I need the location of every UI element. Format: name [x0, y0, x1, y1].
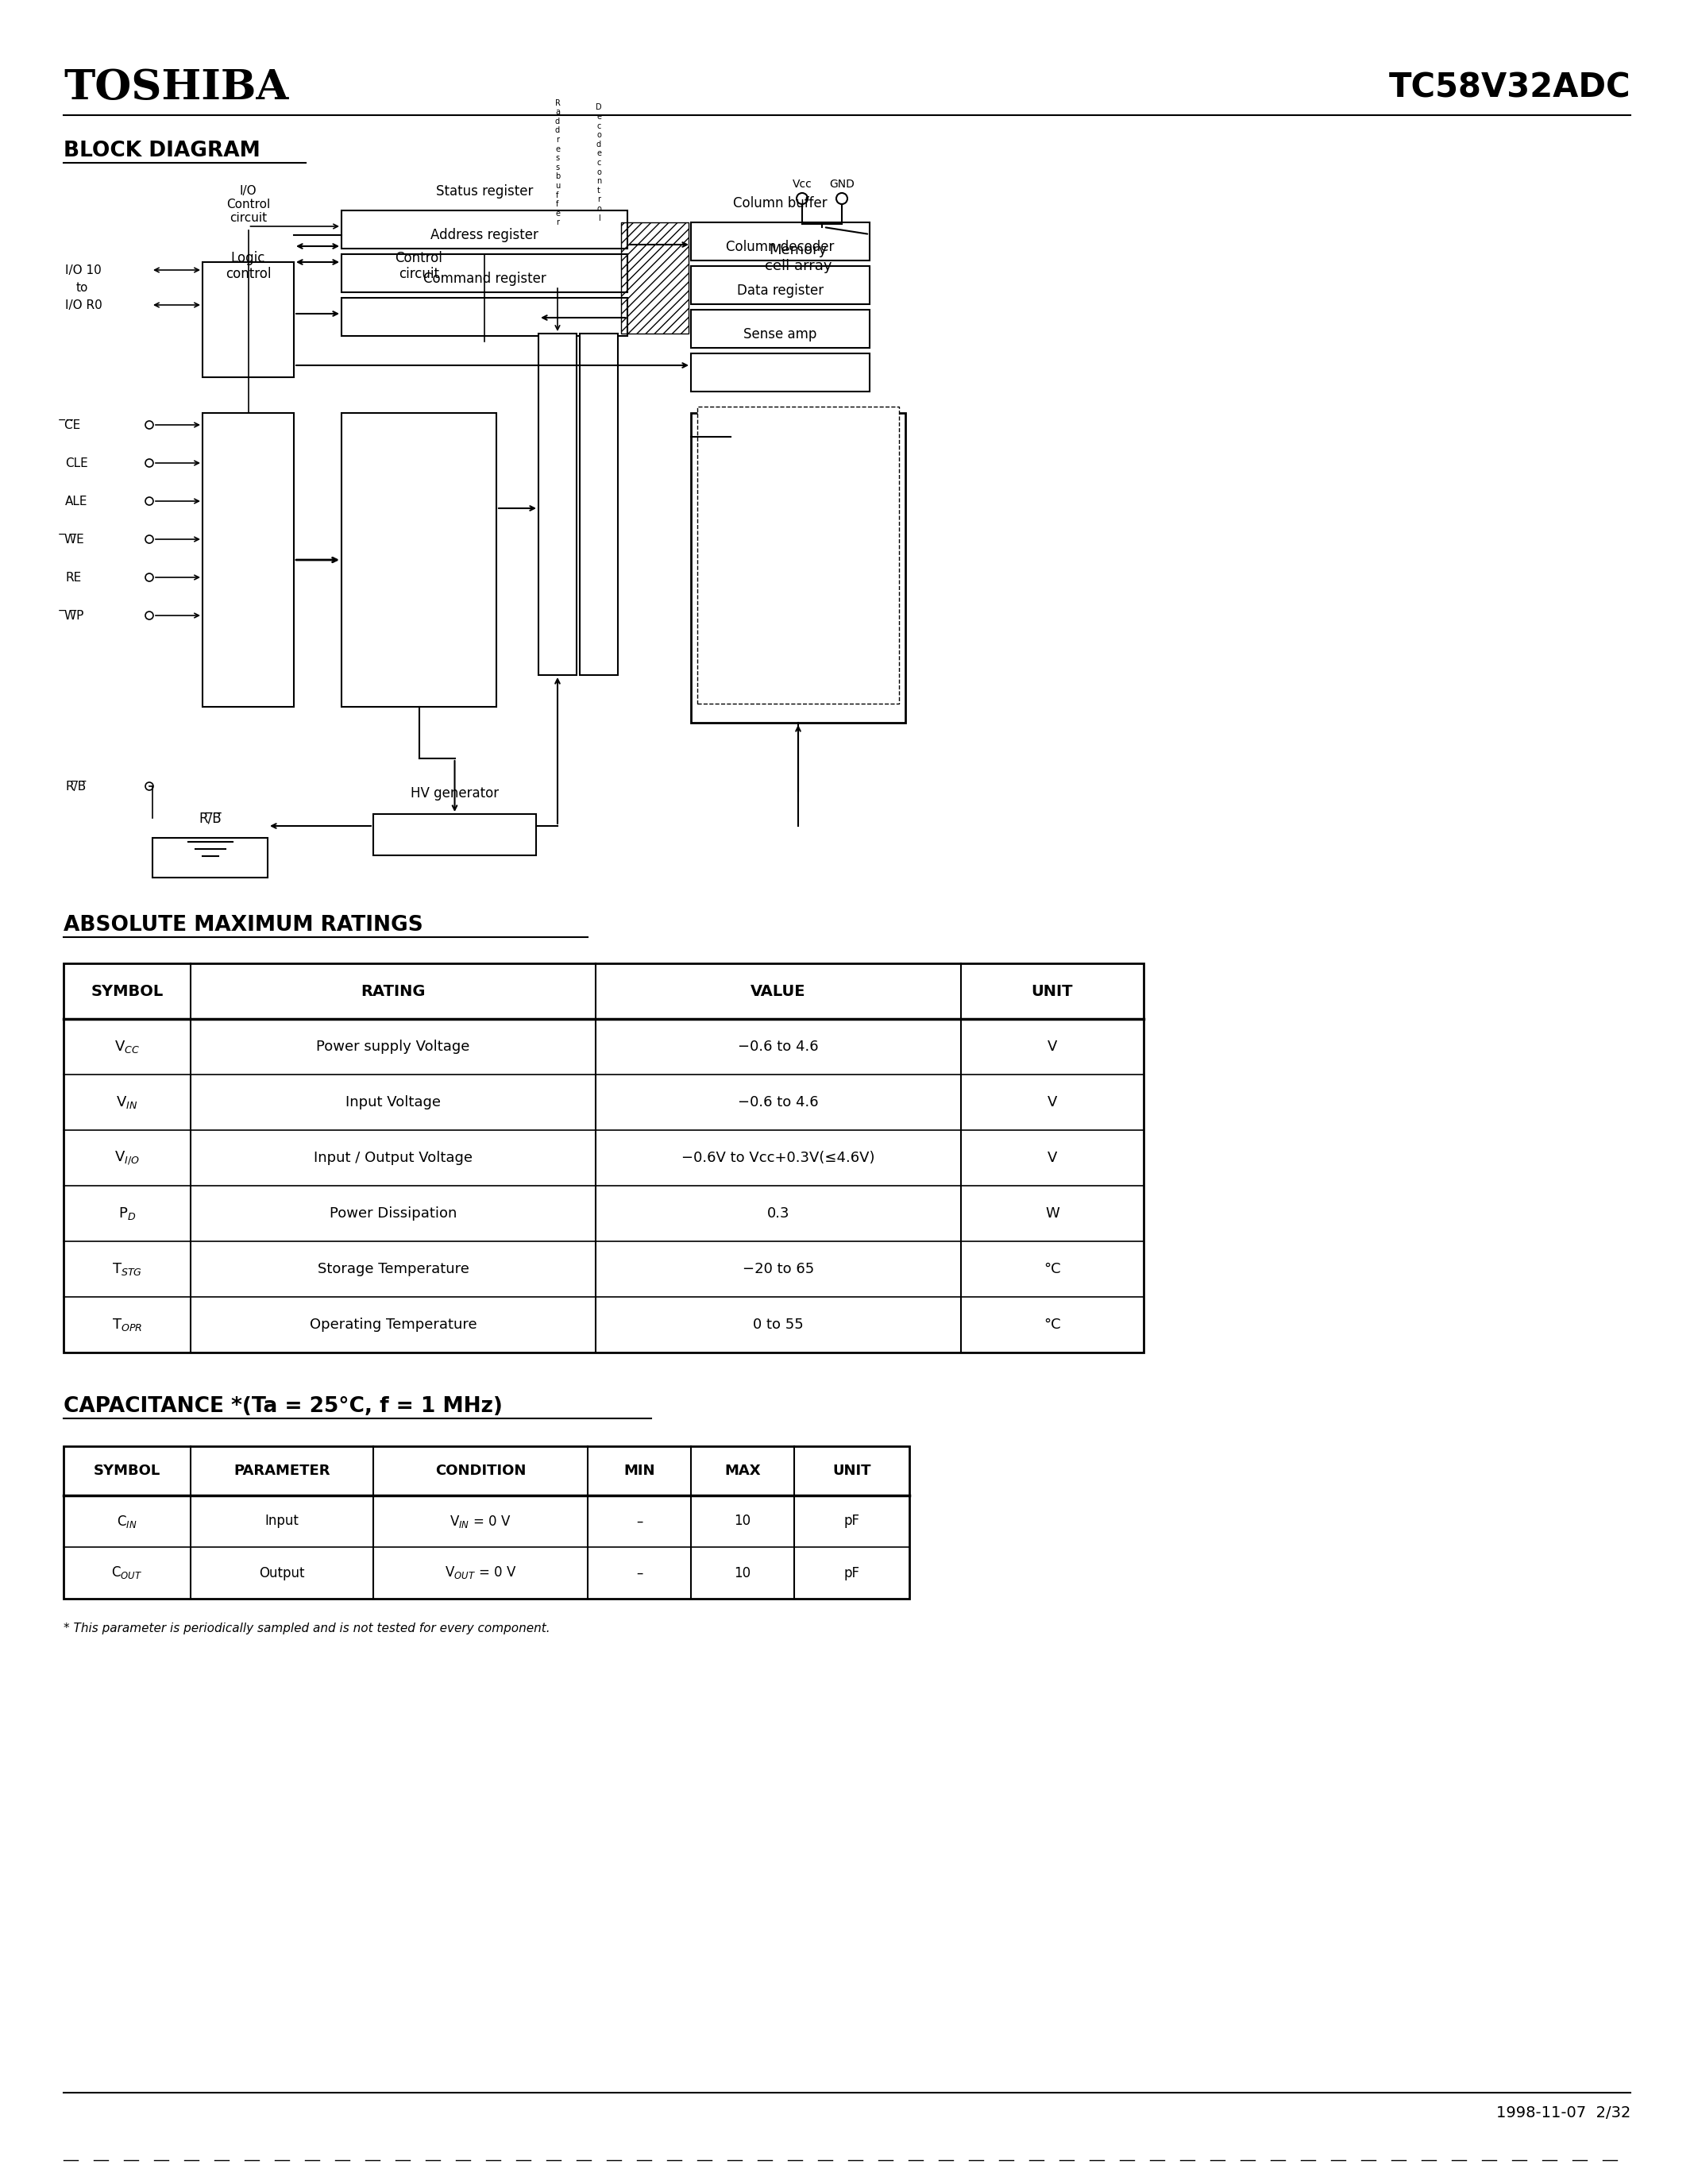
Text: I/O 10: I/O 10 — [64, 264, 102, 275]
Text: Control
circuit: Control circuit — [395, 251, 442, 282]
Text: SYMBOL: SYMBOL — [91, 983, 163, 998]
Text: Storage Temperature: Storage Temperature — [317, 1262, 469, 1275]
Text: Logic
control: Logic control — [225, 251, 271, 282]
Text: V$_{OUT}$ = 0 V: V$_{OUT}$ = 0 V — [444, 1566, 517, 1581]
Text: pF: pF — [844, 1514, 861, 1529]
Bar — [691, 354, 869, 391]
Text: ̅W̅P: ̅W̅P — [64, 609, 85, 622]
Text: °C: °C — [1044, 1262, 1060, 1275]
Text: Sense amp: Sense amp — [744, 328, 817, 341]
Text: Input: Input — [264, 1514, 298, 1529]
Text: –: – — [635, 1566, 642, 1579]
Text: Input / Output Voltage: Input / Output Voltage — [313, 1151, 473, 1164]
Text: –: – — [635, 1514, 642, 1529]
Text: Power supply Voltage: Power supply Voltage — [317, 1040, 469, 1055]
Text: Status register: Status register — [435, 183, 534, 199]
Bar — [622, 223, 688, 334]
Text: MIN: MIN — [623, 1463, 656, 1479]
Text: GND: GND — [828, 179, 854, 190]
Bar — [373, 815, 535, 856]
Bar — [64, 1446, 910, 1599]
Text: −0.6V to Vcc+0.3V(≤4.6V): −0.6V to Vcc+0.3V(≤4.6V) — [681, 1151, 876, 1164]
Text: D
e
c
o
d
e
c
o
n
t
r
o
l: D e c o d e c o n t r o l — [596, 103, 601, 223]
Bar — [691, 310, 869, 347]
Text: 0.3: 0.3 — [767, 1206, 789, 1221]
Text: TC58V32ADC: TC58V32ADC — [1389, 70, 1630, 105]
Bar — [203, 413, 293, 708]
Text: Address register: Address register — [430, 227, 539, 242]
Text: V$_{IN}$ = 0 V: V$_{IN}$ = 0 V — [449, 1514, 512, 1529]
Text: Column buffer: Column buffer — [734, 197, 827, 210]
Text: T$_{STG}$: T$_{STG}$ — [112, 1260, 142, 1278]
Bar — [342, 413, 496, 708]
Text: W: W — [1045, 1206, 1059, 1221]
Text: −0.6 to 4.6: −0.6 to 4.6 — [739, 1040, 818, 1055]
Text: V: V — [1047, 1040, 1057, 1055]
Text: V$_{I/O}$: V$_{I/O}$ — [115, 1149, 139, 1166]
Text: 10: 10 — [734, 1566, 750, 1579]
Bar — [64, 963, 1143, 1352]
Text: Column decoder: Column decoder — [727, 240, 835, 253]
Text: Operating Temperature: Operating Temperature — [310, 1317, 476, 1332]
Text: pF: pF — [844, 1566, 861, 1579]
Text: T$_{OPR}$: T$_{OPR}$ — [112, 1317, 142, 1332]
Text: Memory
cell array: Memory cell array — [764, 242, 832, 273]
Text: UNIT: UNIT — [832, 1463, 871, 1479]
Text: CLE: CLE — [64, 456, 88, 470]
Text: −0.6 to 4.6: −0.6 to 4.6 — [739, 1094, 818, 1109]
Text: BLOCK DIAGRAM: BLOCK DIAGRAM — [64, 140, 261, 162]
Text: Vcc: Vcc — [793, 179, 811, 190]
Text: CAPACITANCE *(Ta = 25°C, f = 1 MHz): CAPACITANCE *(Ta = 25°C, f = 1 MHz) — [64, 1396, 503, 1417]
Text: ABSOLUTE MAXIMUM RATINGS: ABSOLUTE MAXIMUM RATINGS — [64, 915, 424, 935]
Text: * This parameter is periodically sampled and is not tested for every component.: * This parameter is periodically sampled… — [64, 1623, 551, 1636]
Text: Input Voltage: Input Voltage — [346, 1094, 440, 1109]
Bar — [203, 262, 293, 378]
Text: Data register: Data register — [737, 284, 823, 297]
Text: MAX: MAX — [725, 1463, 761, 1479]
Text: R/̅B̅: R/̅B̅ — [198, 810, 222, 826]
Text: R/̅B̅: R/̅B̅ — [64, 780, 86, 793]
Text: V$_{CC}$: V$_{CC}$ — [113, 1040, 141, 1055]
Bar — [152, 839, 268, 878]
Bar — [342, 210, 627, 249]
Text: V: V — [1047, 1094, 1057, 1109]
Text: R
a
d
d
r
e
s
s
b
u
f
f
e
r: R a d d r e s s b u f f e r — [556, 98, 561, 227]
Text: PARAMETER: PARAMETER — [234, 1463, 330, 1479]
Text: Output: Output — [259, 1566, 305, 1579]
Text: RATING: RATING — [361, 983, 425, 998]
Text: Power Dissipation: Power Dissipation — [329, 1206, 457, 1221]
Bar — [342, 297, 627, 336]
Bar — [579, 334, 618, 675]
Bar — [342, 253, 627, 293]
Text: P$_{D}$: P$_{D}$ — [119, 1206, 136, 1221]
Text: ̅W̅E: ̅W̅E — [64, 533, 85, 546]
Bar — [539, 334, 576, 675]
Text: V$_{IN}$: V$_{IN}$ — [117, 1094, 137, 1109]
Text: 1998-11-07  2/32: 1998-11-07 2/32 — [1496, 2105, 1630, 2121]
Text: to: to — [76, 282, 88, 293]
Text: I/O
Control
circuit: I/O Control circuit — [227, 186, 269, 225]
Bar — [691, 223, 869, 260]
Text: CONDITION: CONDITION — [435, 1463, 525, 1479]
Text: C$_{OUT}$: C$_{OUT}$ — [112, 1566, 142, 1581]
Text: Command register: Command register — [424, 271, 545, 286]
Text: V: V — [1047, 1151, 1057, 1164]
Text: VALUE: VALUE — [750, 983, 806, 998]
Text: 0 to 55: 0 to 55 — [754, 1317, 803, 1332]
Text: UNIT: UNIT — [1032, 983, 1072, 998]
Text: −20 to 65: −20 to 65 — [742, 1262, 815, 1275]
Bar — [698, 406, 900, 703]
Text: °C: °C — [1044, 1317, 1060, 1332]
Bar — [691, 266, 869, 304]
Text: RE: RE — [64, 572, 81, 583]
Text: HV generator: HV generator — [410, 786, 498, 802]
Text: ALE: ALE — [64, 496, 88, 507]
Bar — [691, 413, 905, 723]
Text: 10: 10 — [734, 1514, 750, 1529]
Text: SYMBOL: SYMBOL — [93, 1463, 161, 1479]
Text: ̅C̅E: ̅C̅E — [64, 419, 81, 430]
Text: I/O R0: I/O R0 — [64, 299, 102, 310]
Text: TOSHIBA: TOSHIBA — [64, 68, 288, 107]
Text: C$_{IN}$: C$_{IN}$ — [117, 1514, 137, 1529]
